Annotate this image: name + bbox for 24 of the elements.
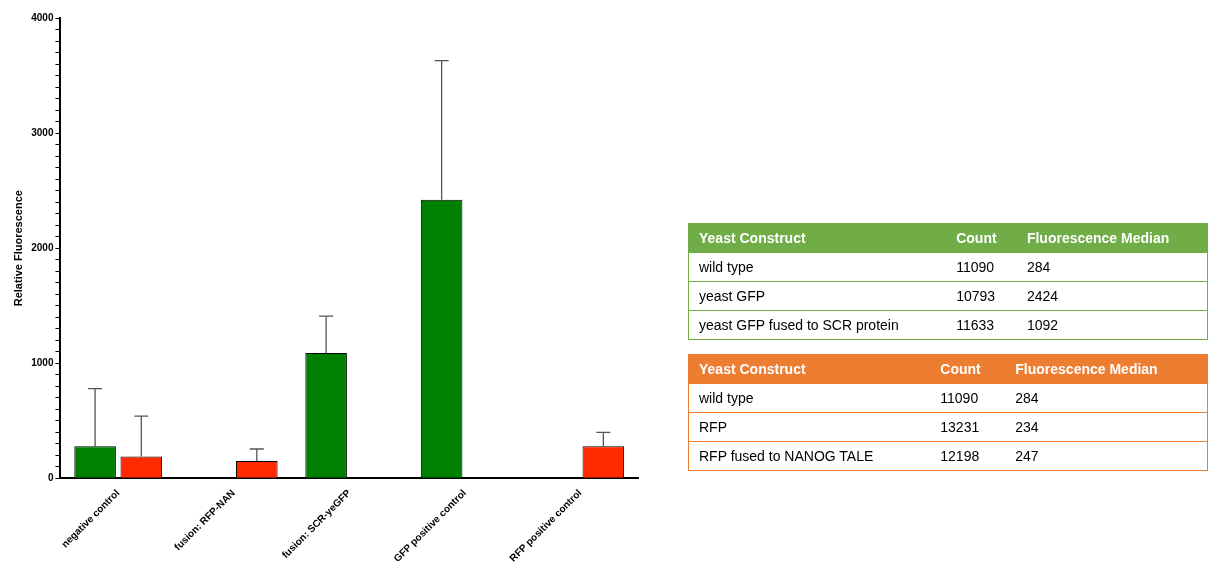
data-label: 13231 bbox=[939, 418, 981, 437]
data-label: 234 bbox=[1014, 418, 1040, 437]
category-label: RFP fused to NANOG TALE bbox=[698, 447, 875, 466]
category-label: wild type bbox=[698, 258, 755, 277]
data-label: 247 bbox=[1014, 447, 1040, 466]
y-tick-label: 1000 bbox=[31, 357, 54, 369]
data-label: 10793 bbox=[955, 287, 997, 306]
y-tick-label: 0 bbox=[47, 472, 54, 484]
data-label: 284 bbox=[1025, 258, 1052, 277]
y-tick-label: 2000 bbox=[31, 241, 54, 253]
data-label: 284 bbox=[1014, 389, 1040, 408]
y-tick-label: 4000 bbox=[31, 11, 54, 23]
data-label: 11090 bbox=[955, 258, 996, 277]
category-label: wild type bbox=[698, 389, 755, 408]
category-label: RFP bbox=[698, 418, 728, 437]
data-label: 2424 bbox=[1025, 287, 1060, 306]
y-axis-title: Relative Fluorescence bbox=[11, 190, 24, 307]
category-label: yeast GFP bbox=[698, 287, 767, 306]
category-label: yeast GFP fused to SCR protein bbox=[698, 316, 900, 335]
data-label: 1092 bbox=[1025, 316, 1060, 335]
data-label: 12198 bbox=[939, 447, 981, 466]
y-tick-label: 3000 bbox=[31, 126, 54, 138]
data-label: 11633 bbox=[955, 316, 996, 335]
data-label: 11090 bbox=[939, 389, 980, 408]
